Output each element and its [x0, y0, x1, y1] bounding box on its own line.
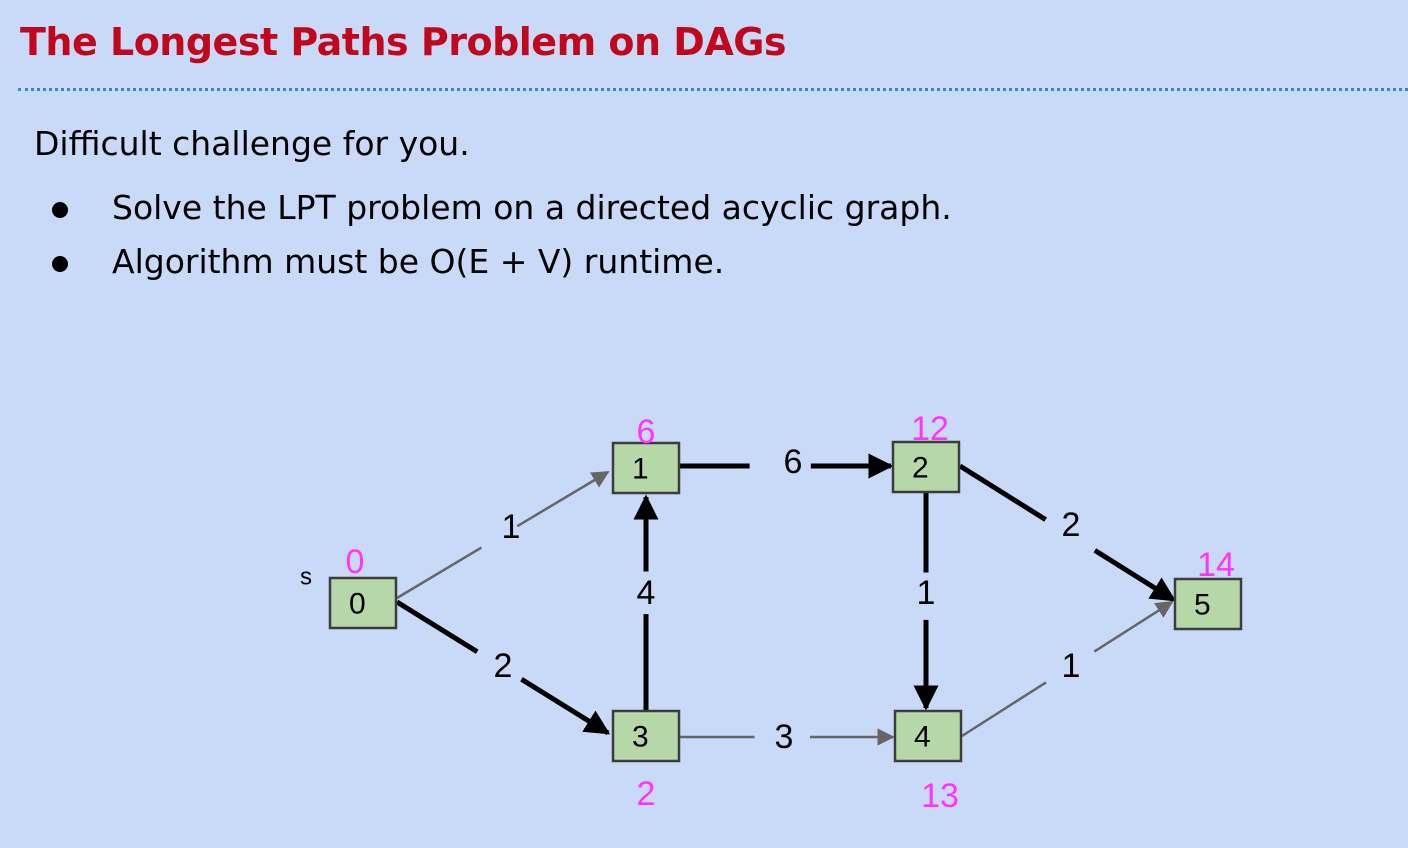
node-box [891, 440, 961, 494]
edge-0-3: 2 [395, 599, 611, 736]
edge-line [961, 681, 1047, 738]
node-label: 1 [632, 453, 649, 486]
bullet-dot-icon [52, 256, 68, 272]
node-0: 00 [328, 543, 398, 630]
edge-line [396, 546, 483, 600]
node-label: 5 [1194, 589, 1211, 622]
bullet-item: Algorithm must be O(E + V) runtime. [0, 242, 1100, 286]
edge-2-4: 1 [913, 493, 939, 711]
edge-3-1: 4 [633, 494, 659, 710]
bullet-item: Solve the LPT problem on a directed acyc… [0, 188, 1100, 232]
edges-layer: 1 2 4 6 3 1 2 1 [395, 443, 1177, 756]
node-label: 2 [912, 452, 929, 485]
edge-weight-label: 2 [1062, 506, 1081, 544]
node-box [893, 709, 963, 763]
bullet-text: Solve the LPT problem on a directed acyc… [112, 188, 952, 227]
bullet-text: Algorithm must be O(E + V) runtime. [112, 242, 725, 281]
node-box [328, 576, 398, 630]
node-5: 514 [1173, 546, 1243, 631]
edge-weight-label: 2 [494, 647, 513, 685]
intro-text: Difficult challenge for you. [34, 124, 470, 163]
edge-weight-label: 4 [637, 574, 656, 612]
node-label: 0 [349, 588, 366, 621]
node-distance-label: 2 [637, 775, 656, 813]
edge-weight-label: 1 [502, 508, 521, 546]
node-2: 212 [891, 410, 961, 494]
edge-4-5: 1 [961, 600, 1174, 738]
node-box [611, 441, 681, 495]
edge-arrow [516, 470, 610, 528]
node-4: 4 13 [893, 709, 963, 815]
node-label: 4 [914, 721, 931, 754]
edge-arrow [1093, 600, 1174, 653]
edge-arrow [520, 677, 611, 736]
edge-3-4: 3 [680, 718, 895, 756]
node-box [1173, 577, 1243, 631]
title-divider [18, 88, 1408, 91]
edge-weight-label: 3 [775, 718, 794, 756]
node-box [611, 709, 681, 763]
edge-0-1: 1 [396, 470, 610, 600]
edge-weight-label: 6 [784, 443, 803, 481]
node-distance-label: 6 [637, 413, 656, 451]
node-3: 32 [611, 709, 681, 813]
edge-arrow [1093, 548, 1177, 603]
bullet-dot-icon [52, 202, 68, 218]
node-distance-label: 0 [346, 543, 365, 581]
node-label: 3 [632, 721, 649, 754]
edge-line [958, 463, 1047, 522]
node-1: 16 [611, 413, 681, 495]
edge-weight-label: 1 [917, 574, 936, 612]
edge-weight-label: 1 [1062, 647, 1081, 685]
edge-line [395, 599, 479, 654]
node-distance-label: 14 [1197, 546, 1235, 584]
node-distance-label: 12 [911, 410, 949, 448]
source-label: s [300, 564, 312, 591]
slide-title: The Longest Paths Problem on DAGs [20, 20, 787, 64]
edge-2-5: 2 [958, 463, 1177, 603]
edge-1-2: 6 [680, 443, 894, 481]
node-distance-label: 13 [921, 777, 959, 815]
